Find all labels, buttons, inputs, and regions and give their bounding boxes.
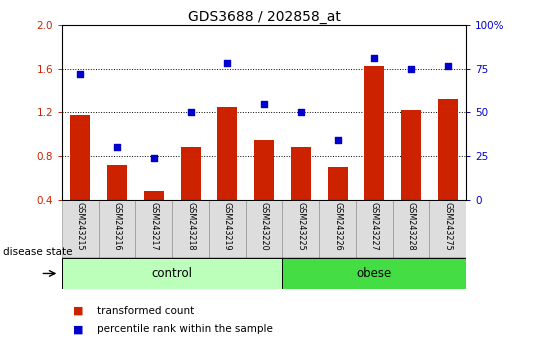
Bar (254, 140, 274, 200)
Bar (364, 67, 384, 200)
Bar (217, 107, 238, 200)
Bar (62, 258, 282, 289)
Text: ■: ■ (73, 324, 83, 335)
Point (149, 155, 158, 161)
Text: obese: obese (357, 267, 392, 280)
Bar (70, 115, 91, 200)
Point (260, 101, 268, 107)
Bar (282, 258, 466, 289)
Text: GSM243275: GSM243275 (444, 202, 452, 251)
Bar (99, 200, 135, 258)
Bar (62, 200, 99, 258)
Bar (291, 147, 311, 200)
Bar (172, 200, 209, 258)
Point (113, 144, 121, 150)
Point (407, 66, 416, 72)
Bar (438, 99, 458, 200)
Bar (144, 191, 164, 200)
Text: ■: ■ (73, 306, 83, 316)
Point (296, 110, 305, 115)
Bar (135, 200, 172, 258)
Bar (356, 200, 393, 258)
Bar (393, 200, 430, 258)
Bar (430, 200, 466, 258)
Text: GSM243220: GSM243220 (260, 202, 268, 250)
Text: control: control (152, 267, 193, 280)
Point (370, 55, 379, 61)
Bar (401, 110, 421, 200)
Bar (181, 147, 201, 200)
Text: GSM243226: GSM243226 (333, 202, 342, 250)
Text: transformed count: transformed count (97, 306, 194, 316)
Bar (246, 200, 282, 258)
Text: GSM243219: GSM243219 (223, 202, 232, 250)
Text: GSM243216: GSM243216 (113, 202, 122, 250)
Bar (319, 200, 356, 258)
Text: percentile rank within the sample: percentile rank within the sample (97, 324, 273, 335)
Text: GSM243228: GSM243228 (406, 202, 416, 250)
Bar (328, 167, 348, 200)
Point (76, 71, 85, 77)
Text: GSM243225: GSM243225 (296, 202, 306, 251)
Point (444, 64, 452, 69)
Point (186, 110, 195, 115)
Title: GDS3688 / 202858_at: GDS3688 / 202858_at (188, 10, 341, 24)
Text: GSM243217: GSM243217 (149, 202, 158, 250)
Text: GSM243215: GSM243215 (76, 202, 85, 250)
Bar (209, 200, 246, 258)
Text: GSM243218: GSM243218 (186, 202, 195, 250)
Point (333, 137, 342, 143)
Bar (282, 200, 319, 258)
Bar (107, 165, 127, 200)
Text: GSM243227: GSM243227 (370, 202, 379, 251)
Text: disease state: disease state (3, 247, 72, 257)
Point (223, 60, 232, 66)
